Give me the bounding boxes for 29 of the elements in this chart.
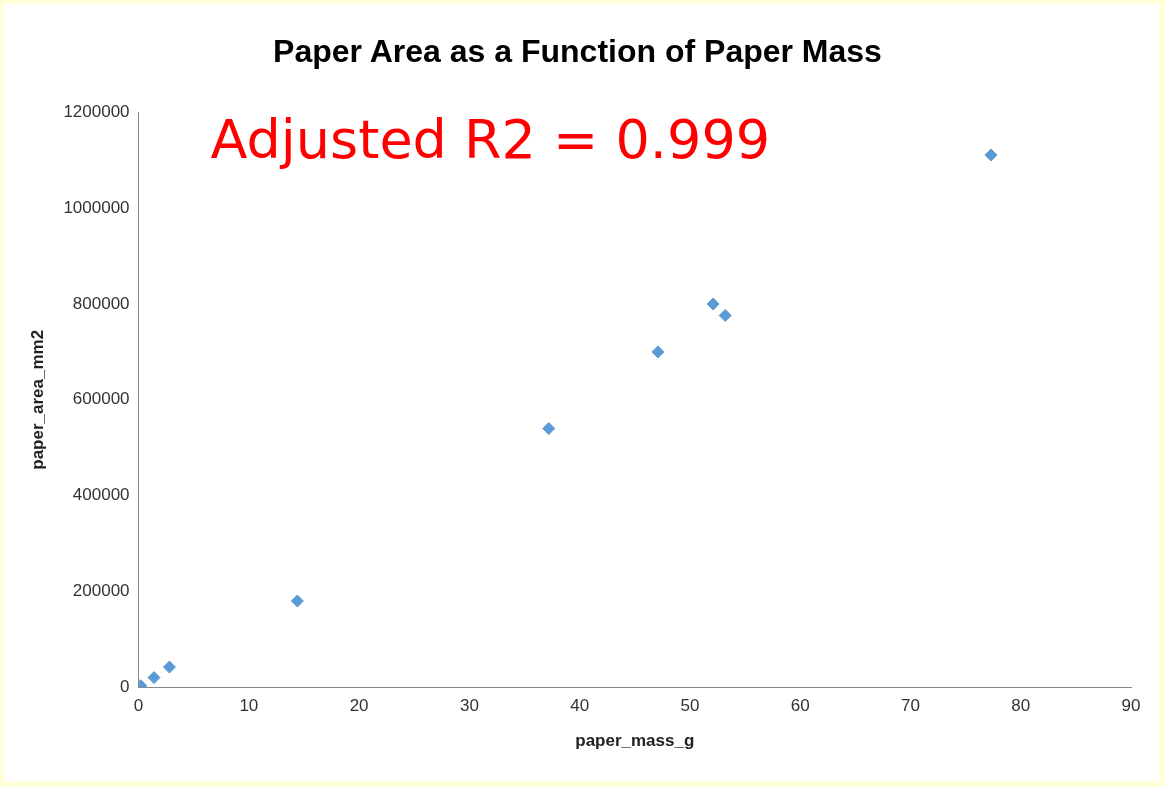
point: [147, 671, 161, 685]
x-tick-label: 0: [133, 696, 144, 716]
y-tick-label: 800000: [72, 293, 130, 313]
annotation: Adjusted R2 = 0.999: [210, 108, 771, 172]
point: [718, 309, 732, 322]
y-tick-label: 600000: [72, 389, 130, 409]
point: [984, 148, 998, 162]
y-axis-title: paper_area_mm2: [27, 329, 47, 470]
chart-title: Paper Area as a Function of Paper Mass: [273, 33, 882, 70]
x-tick-label: 90: [1121, 696, 1141, 716]
x-tick-label: 50: [680, 696, 700, 716]
point: [542, 422, 556, 436]
x-tick-label: 20: [349, 696, 369, 716]
y-tick-label: 0: [120, 676, 130, 696]
x-tick-label: 60: [790, 696, 810, 716]
y-tick-label: 1000000: [63, 197, 130, 217]
y-tick-label: 1200000: [63, 102, 130, 122]
point: [162, 660, 176, 674]
x-tick-label: 40: [570, 696, 590, 716]
y-tick-label: 200000: [72, 581, 130, 601]
point: [706, 297, 720, 311]
x-tick-label: 10: [239, 696, 259, 716]
point: [651, 345, 665, 359]
x-tick-label: 70: [901, 696, 920, 716]
point: [290, 594, 304, 608]
x-tick-label: 80: [1011, 696, 1031, 716]
x-axis-title: paper_mass_g: [575, 731, 695, 751]
x-tick-label: 30: [459, 696, 479, 716]
y-tick-label: 400000: [72, 485, 130, 505]
